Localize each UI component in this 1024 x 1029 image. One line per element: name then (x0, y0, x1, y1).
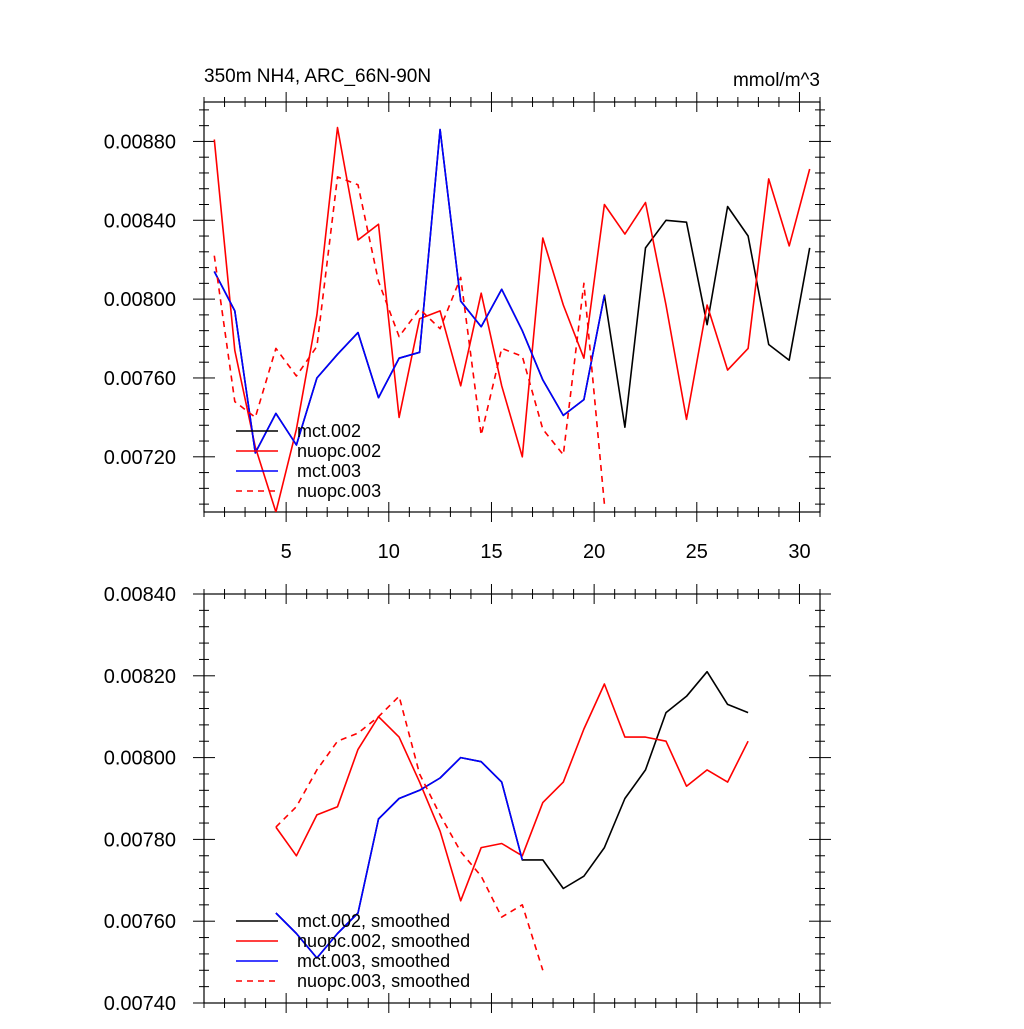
y-tick-label: 0.00820 (104, 666, 176, 688)
series-group (213, 126, 811, 512)
top-chart-title: 350m NH4, ARC_66N-90N (204, 66, 432, 87)
x-tick-label: 5 (281, 541, 292, 563)
y-tick-label: 0.00780 (104, 829, 176, 851)
series-line-mct-003 (213, 128, 606, 454)
series-line-nuopc-002 (213, 126, 811, 512)
legend-label: nuopc.002 (297, 441, 381, 461)
y-tick-label: 0.00740 (104, 993, 176, 1015)
legend-label: mct.002 (297, 421, 361, 441)
x-tick-label: 15 (480, 541, 502, 563)
y-tick-label: 0.00840 (104, 210, 176, 232)
y-tick-label: 0.00840 (104, 584, 176, 606)
x-tick-label: 30 (788, 541, 810, 563)
series-group (275, 670, 749, 971)
x-tick-label: 10 (378, 541, 400, 563)
series-line-nuopc-003 (213, 176, 606, 505)
series-line-nuopc-003-smoothed (275, 695, 544, 971)
legend-label: mct.002, smoothed (297, 911, 450, 931)
top-chart-units: mmol/m^3 (732, 70, 820, 91)
x-tick-label: 25 (686, 541, 708, 563)
x-tick-label: 20 (583, 541, 605, 563)
y-tick-label: 0.00800 (104, 748, 176, 770)
legend-label: nuopc.003 (297, 481, 381, 501)
y-tick-label: 0.00760 (104, 911, 176, 933)
legend-label: nuopc.002, smoothed (297, 931, 470, 951)
series-line-nuopc-002-smoothed (275, 683, 749, 902)
legend-label: nuopc.003, smoothed (297, 971, 470, 991)
series-line-mct-002 (213, 128, 811, 454)
y-tick-label: 0.00880 (104, 131, 176, 153)
series-line-mct-003-smoothed (275, 756, 524, 959)
legend-label: mct.003, smoothed (297, 951, 450, 971)
y-tick-label: 0.00720 (104, 447, 176, 469)
y-tick-label: 0.00800 (104, 289, 176, 311)
y-tick-label: 0.00760 (104, 368, 176, 390)
chart-0: 5 10 15 20 25 30 0.00720 0.00760 0.00800 0.00840 0… (104, 92, 831, 563)
chart-1: 0.00740 0.00760 0.00780 0.00800 0.00820 0.008… (104, 584, 831, 1015)
legend-label: mct.003 (297, 461, 361, 481)
